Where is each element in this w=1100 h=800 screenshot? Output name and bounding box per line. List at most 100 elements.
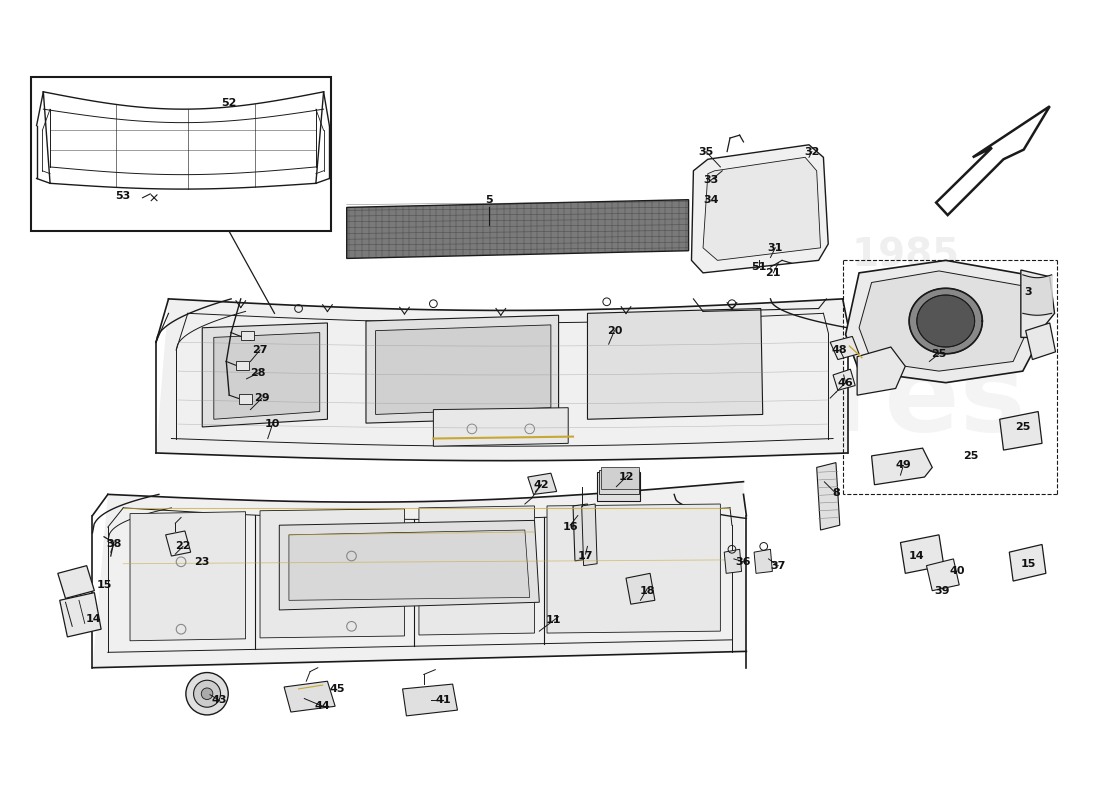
Polygon shape	[279, 520, 539, 610]
Polygon shape	[703, 158, 821, 260]
Polygon shape	[58, 566, 95, 598]
Text: 11: 11	[546, 614, 561, 625]
Circle shape	[194, 680, 220, 707]
Text: 22: 22	[175, 542, 190, 551]
Polygon shape	[936, 106, 1049, 215]
Text: 14: 14	[909, 551, 925, 561]
Text: 28: 28	[251, 368, 266, 378]
Polygon shape	[166, 531, 190, 556]
Text: eurospares: eurospares	[322, 346, 1025, 454]
Polygon shape	[755, 550, 772, 574]
Bar	[236, 361, 250, 370]
Text: 44: 44	[315, 702, 330, 711]
Polygon shape	[156, 299, 847, 461]
Text: 21: 21	[766, 268, 781, 278]
Text: 14: 14	[86, 614, 101, 624]
Text: 25: 25	[932, 349, 947, 358]
Polygon shape	[366, 315, 559, 423]
Polygon shape	[816, 462, 839, 530]
Text: 20: 20	[607, 326, 623, 336]
Text: 37: 37	[770, 561, 785, 570]
Text: 27: 27	[252, 345, 267, 355]
Circle shape	[186, 673, 228, 715]
Text: 39: 39	[934, 586, 949, 596]
Text: 15: 15	[97, 580, 112, 590]
Polygon shape	[724, 550, 741, 574]
Polygon shape	[1010, 545, 1046, 581]
Text: 33: 33	[703, 175, 718, 186]
Polygon shape	[213, 333, 320, 419]
Bar	[31, 78, 331, 231]
Text: 46: 46	[838, 378, 854, 388]
Polygon shape	[901, 535, 944, 574]
Polygon shape	[260, 509, 405, 638]
Text: 17: 17	[578, 551, 593, 561]
Polygon shape	[346, 200, 689, 258]
Bar	[601, 467, 639, 489]
Polygon shape	[587, 309, 762, 419]
Text: 15: 15	[1021, 558, 1036, 569]
Polygon shape	[582, 504, 597, 566]
Text: 3: 3	[1025, 287, 1033, 297]
Text: 51: 51	[751, 262, 767, 272]
Text: 8: 8	[832, 489, 839, 498]
Polygon shape	[59, 593, 101, 637]
Polygon shape	[871, 448, 933, 485]
Polygon shape	[859, 271, 1028, 371]
Polygon shape	[528, 473, 557, 494]
Polygon shape	[547, 504, 721, 633]
Polygon shape	[403, 684, 458, 716]
Text: 36: 36	[736, 557, 751, 566]
Bar	[597, 472, 640, 501]
Text: 31: 31	[768, 243, 783, 253]
Text: 41: 41	[436, 695, 451, 706]
Text: 12: 12	[618, 472, 634, 482]
Text: a parts for parts.com: a parts for parts.com	[311, 419, 517, 438]
Polygon shape	[1025, 323, 1056, 359]
Text: 34: 34	[703, 194, 718, 205]
Polygon shape	[626, 574, 654, 604]
Text: 5: 5	[485, 194, 493, 205]
Text: 53: 53	[116, 191, 131, 201]
Bar	[600, 470, 639, 494]
Text: 25: 25	[1015, 422, 1031, 432]
Text: 25: 25	[964, 451, 979, 461]
Text: 10: 10	[265, 419, 280, 429]
Polygon shape	[130, 512, 245, 641]
Text: 32: 32	[804, 146, 820, 157]
Polygon shape	[857, 347, 905, 395]
Polygon shape	[926, 559, 959, 590]
Polygon shape	[433, 408, 569, 446]
Polygon shape	[1021, 270, 1055, 338]
Text: 43: 43	[212, 695, 228, 706]
Circle shape	[201, 688, 212, 699]
Polygon shape	[419, 506, 535, 635]
Text: 18: 18	[639, 586, 654, 596]
Text: 52: 52	[221, 98, 236, 108]
Polygon shape	[289, 530, 530, 600]
Text: 23: 23	[195, 557, 210, 566]
Text: 45: 45	[329, 684, 344, 694]
Polygon shape	[92, 482, 747, 668]
Text: 49: 49	[895, 461, 911, 470]
Polygon shape	[692, 145, 828, 273]
Polygon shape	[846, 260, 1042, 382]
Polygon shape	[830, 337, 859, 359]
Polygon shape	[573, 504, 590, 561]
Bar	[241, 330, 254, 340]
Text: 1985: 1985	[851, 237, 959, 274]
Text: 42: 42	[534, 480, 549, 490]
Text: 40: 40	[949, 566, 965, 577]
Text: 16: 16	[562, 522, 578, 532]
Text: 35: 35	[698, 146, 714, 157]
Polygon shape	[910, 288, 982, 354]
Polygon shape	[833, 369, 855, 390]
Polygon shape	[284, 682, 336, 712]
Text: 29: 29	[254, 393, 270, 403]
Bar	[239, 394, 252, 404]
Polygon shape	[375, 325, 551, 414]
Text: 48: 48	[832, 345, 848, 355]
Polygon shape	[202, 323, 328, 427]
Polygon shape	[1000, 411, 1042, 450]
Text: 38: 38	[106, 539, 121, 550]
